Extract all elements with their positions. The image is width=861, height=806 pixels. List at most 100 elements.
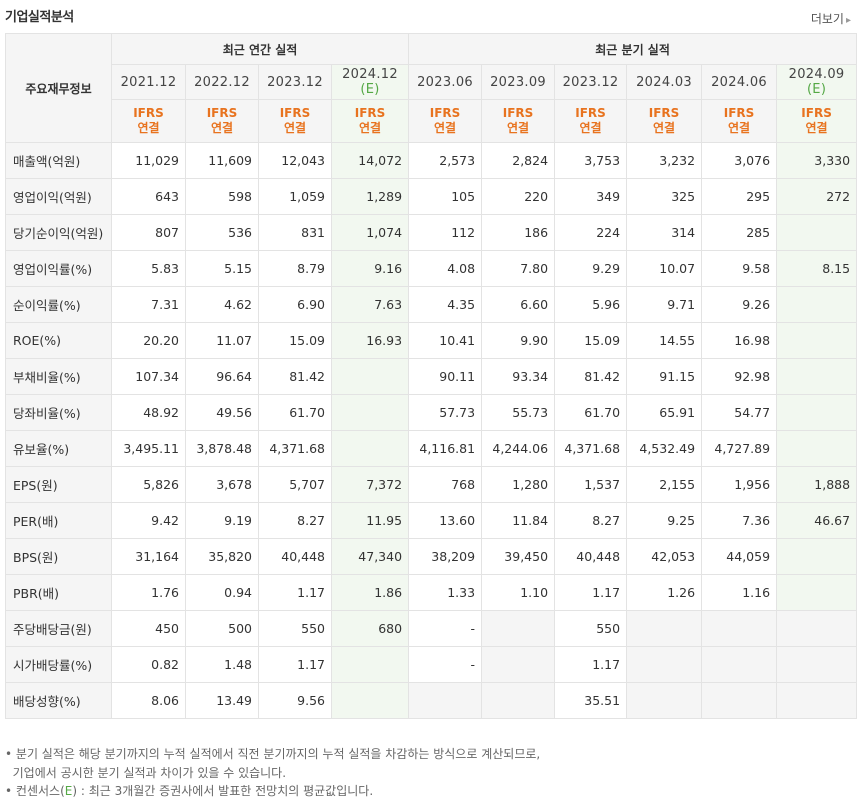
table-cell bbox=[776, 322, 858, 359]
table-cell: 349 bbox=[554, 178, 628, 215]
table-cell bbox=[776, 214, 858, 251]
table-cell: 9.90 bbox=[481, 322, 556, 359]
basis-consolidated: 연결 bbox=[283, 121, 307, 135]
table-cell: 1.26 bbox=[626, 574, 703, 611]
table-cell: 11.95 bbox=[330, 502, 410, 539]
table-cell: 1.10 bbox=[481, 574, 556, 611]
basis-ifrs: IFRS bbox=[279, 106, 311, 120]
quarter-group-header: 최근 분기 실적 bbox=[408, 33, 858, 65]
table-cell: 90.11 bbox=[408, 358, 483, 395]
section-title: 기업실적분석 bbox=[5, 10, 74, 25]
table-cell: 10.07 bbox=[626, 250, 703, 287]
table-cell bbox=[776, 394, 858, 431]
table-cell: 44,059 bbox=[701, 538, 778, 575]
table-cell bbox=[701, 610, 778, 647]
table-cell: 61.70 bbox=[258, 394, 332, 431]
table-head: 주요재무정보 최근 연간 실적 최근 분기 실적 2021.12 2022.12 2… bbox=[5, 33, 858, 143]
table-cell: 48.92 bbox=[111, 394, 186, 431]
row-label: 부채비율(%) bbox=[5, 358, 112, 395]
period-date: 2023.12 bbox=[267, 74, 323, 90]
estimate-mark: (E) bbox=[360, 82, 380, 97]
table-cell: 47,340 bbox=[330, 538, 410, 575]
basis-consolidated: 연결 bbox=[358, 121, 382, 135]
table-cell: 314 bbox=[626, 214, 703, 251]
period-date: 2023.12 bbox=[562, 74, 619, 90]
table-cell: 105 bbox=[408, 178, 483, 215]
table-cell: 13.49 bbox=[185, 682, 259, 719]
table-cell: 5,707 bbox=[258, 466, 332, 503]
table-cell: 9.26 bbox=[701, 286, 778, 323]
basis-ifrs: IFRS bbox=[648, 106, 680, 120]
table-cell: 1.86 bbox=[330, 574, 410, 611]
basis-ifrs: IFRS bbox=[575, 106, 606, 120]
table-row: BPS(원) 31,164 35,820 40,448 47,340 38,209 39,4… bbox=[5, 538, 858, 575]
period-date: 2024.03 bbox=[636, 74, 692, 90]
table-cell: 3,232 bbox=[626, 142, 703, 179]
footnote-2: • 컨센서스(E) : 최근 3개월간 증권사에서 발표한 전망치의 평균값입니… bbox=[5, 784, 374, 798]
table-row: 순이익률(%) 7.31 4.62 6.90 7.63 4.35 6.60 5.96 9.71 9… bbox=[5, 286, 858, 323]
table-cell: 224 bbox=[554, 214, 628, 251]
table-cell: 5,826 bbox=[111, 466, 186, 503]
row-label: 당좌비율(%) bbox=[5, 394, 112, 431]
table-cell: 500 bbox=[185, 610, 259, 647]
table-cell: 112 bbox=[408, 214, 483, 251]
table-cell: 6.90 bbox=[258, 286, 332, 323]
table-cell: 42,053 bbox=[626, 538, 703, 575]
table-cell: 1,289 bbox=[330, 178, 410, 215]
table-cell: 96.64 bbox=[185, 358, 259, 395]
table-cell: 8.27 bbox=[258, 502, 332, 539]
table-cell: 5.96 bbox=[554, 286, 628, 323]
table-cell: 5.83 bbox=[111, 250, 186, 287]
row-label: ROE(%) bbox=[5, 322, 112, 359]
table-cell: 7,372 bbox=[330, 466, 410, 503]
table-cell: 81.42 bbox=[258, 358, 332, 395]
table-cell: 220 bbox=[481, 178, 556, 215]
table-row: 영업이익(억원) 643 598 1,059 1,289 105 220 349 325 295 2… bbox=[5, 178, 858, 215]
table-cell: 1.16 bbox=[701, 574, 778, 611]
table-cell: 8.79 bbox=[258, 250, 332, 287]
table-cell: 20.20 bbox=[111, 322, 186, 359]
row-label: 시가배당률(%) bbox=[5, 646, 112, 683]
table-cell: 1,888 bbox=[776, 466, 858, 503]
table-cell: 8.15 bbox=[776, 250, 858, 287]
table-cell: 35,820 bbox=[185, 538, 259, 575]
annual-group-header: 최근 연간 실적 bbox=[110, 33, 410, 65]
section-header: 기업실적분석 더보기 ▸ bbox=[0, 0, 861, 34]
table-cell: 3,495.11 bbox=[111, 430, 186, 467]
table-cell: 16.93 bbox=[330, 322, 410, 359]
row-label: EPS(원) bbox=[5, 466, 112, 503]
period-header: 2023.06 bbox=[408, 64, 483, 100]
table-cell: 4,244.06 bbox=[481, 430, 556, 467]
table-cell: 46.67 bbox=[776, 502, 858, 539]
more-link[interactable]: 더보기 ▸ bbox=[811, 10, 851, 27]
table-cell bbox=[626, 646, 703, 683]
table-cell: 9.56 bbox=[258, 682, 332, 719]
basis-ifrs: IFRS bbox=[206, 106, 238, 120]
table-cell: 1.33 bbox=[408, 574, 483, 611]
table-cell: 7.31 bbox=[111, 286, 186, 323]
table-row: 매출액(억원) 11,029 11,609 12,043 14,072 2,573 2,82… bbox=[5, 142, 858, 179]
table-cell: 55.73 bbox=[481, 394, 556, 431]
table-cell bbox=[776, 286, 858, 323]
table-cell: 15.09 bbox=[554, 322, 628, 359]
basis-consolidated: 연결 bbox=[579, 121, 602, 135]
table-row: EPS(원) 5,826 3,678 5,707 7,372 768 1,280 1,537 2… bbox=[5, 466, 858, 503]
table-cell: 4,371.68 bbox=[258, 430, 332, 467]
period-date: 2024.09 bbox=[788, 67, 845, 82]
table-cell: 1.17 bbox=[554, 646, 628, 683]
table-cell bbox=[776, 610, 858, 647]
table-cell: 40,448 bbox=[554, 538, 628, 575]
basis-header: IFRS 연결 bbox=[701, 99, 778, 143]
table-row: 당좌비율(%) 48.92 49.56 61.70 57.73 55.73 61.70 65.… bbox=[5, 394, 858, 431]
table-body: 매출액(억원) 11,029 11,609 12,043 14,072 2,573 2,82… bbox=[5, 142, 858, 719]
table-cell bbox=[626, 682, 703, 719]
period-header: 2022.12 bbox=[185, 64, 259, 100]
table-cell: 16.98 bbox=[701, 322, 778, 359]
table-cell: 6.60 bbox=[481, 286, 556, 323]
table-cell: 91.15 bbox=[626, 358, 703, 395]
table-cell: 1.17 bbox=[554, 574, 628, 611]
table-cell: 325 bbox=[626, 178, 703, 215]
basis-header: IFRS 연결 bbox=[776, 99, 858, 143]
table-cell: 1,059 bbox=[258, 178, 332, 215]
table-cell: 186 bbox=[481, 214, 556, 251]
